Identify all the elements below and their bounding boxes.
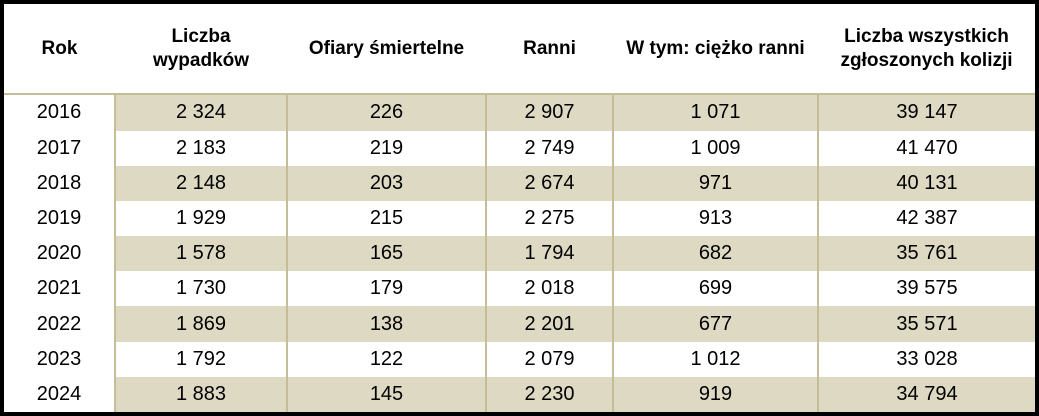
year-cell: 2021 xyxy=(4,271,115,307)
table-row: 2020 1 578 165 1 794 682 35 761 xyxy=(4,236,1035,272)
table-row: 2019 1 929 215 2 275 913 42 387 xyxy=(4,201,1035,237)
value-cell: 42 387 xyxy=(817,201,1035,237)
table-row: 2024 1 883 145 2 230 919 34 794 xyxy=(4,376,1035,412)
value-cell: 1 792 xyxy=(114,341,287,377)
table-row: 2021 1 730 179 2 018 699 39 575 xyxy=(4,271,1035,307)
value-cell: 34 794 xyxy=(817,376,1035,412)
column-header-rok: Rok xyxy=(4,4,115,95)
value-cell: 1 883 xyxy=(114,376,287,412)
value-cell: 1 794 xyxy=(485,236,613,272)
year-cell: 2022 xyxy=(4,306,115,342)
value-cell: 1 009 xyxy=(612,130,818,166)
value-cell: 913 xyxy=(612,201,818,237)
value-cell: 677 xyxy=(612,306,818,342)
value-cell: 2 324 xyxy=(114,94,287,131)
value-cell: 1 730 xyxy=(114,271,287,307)
value-cell: 219 xyxy=(286,130,486,166)
value-cell: 2 674 xyxy=(485,165,613,201)
value-cell: 138 xyxy=(286,306,486,342)
value-cell: 39 575 xyxy=(817,271,1035,307)
value-cell: 2 230 xyxy=(485,376,613,412)
value-cell: 203 xyxy=(286,165,486,201)
value-cell: 33 028 xyxy=(817,341,1035,377)
value-cell: 971 xyxy=(612,165,818,201)
column-header-liczba-wypadkow: Liczba wypadków xyxy=(115,4,287,95)
value-cell: 2 018 xyxy=(485,271,613,307)
year-cell: 2024 xyxy=(4,376,115,412)
table-header: Rok Liczba wypadków Ofiary śmiertelne Ra… xyxy=(4,4,1035,95)
value-cell: 39 147 xyxy=(817,94,1035,131)
year-cell: 2018 xyxy=(4,165,115,201)
header-row: Rok Liczba wypadków Ofiary śmiertelne Ra… xyxy=(4,4,1035,95)
column-header-ofiary-smiertelne: Ofiary śmiertelne xyxy=(287,4,486,95)
year-cell: 2017 xyxy=(4,130,115,166)
column-header-ranni: Ranni xyxy=(486,4,613,95)
value-cell: 226 xyxy=(286,94,486,131)
value-cell: 215 xyxy=(286,201,486,237)
value-cell: 2 148 xyxy=(114,165,287,201)
year-cell: 2023 xyxy=(4,341,115,377)
value-cell: 1 012 xyxy=(612,341,818,377)
table-row: 2022 1 869 138 2 201 677 35 571 xyxy=(4,306,1035,342)
data-table: Rok Liczba wypadków Ofiary śmiertelne Ra… xyxy=(4,4,1035,412)
column-header-ciezko-ranni: W tym: ciężko ranni xyxy=(613,4,818,95)
value-cell: 179 xyxy=(286,271,486,307)
value-cell: 919 xyxy=(612,376,818,412)
column-header-zgloszone-kolizje: Liczba wszystkich zgłoszonych kolizji xyxy=(818,4,1035,95)
value-cell: 2 183 xyxy=(114,130,287,166)
value-cell: 165 xyxy=(286,236,486,272)
value-cell: 682 xyxy=(612,236,818,272)
value-cell: 2 079 xyxy=(485,341,613,377)
value-cell: 1 869 xyxy=(114,306,287,342)
value-cell: 1 071 xyxy=(612,94,818,131)
value-cell: 1 578 xyxy=(114,236,287,272)
value-cell: 41 470 xyxy=(817,130,1035,166)
value-cell: 2 201 xyxy=(485,306,613,342)
year-cell: 2019 xyxy=(4,201,115,237)
table-row: 2018 2 148 203 2 674 971 40 131 xyxy=(4,165,1035,201)
value-cell: 35 761 xyxy=(817,236,1035,272)
value-cell: 2 907 xyxy=(485,94,613,131)
value-cell: 145 xyxy=(286,376,486,412)
value-cell: 35 571 xyxy=(817,306,1035,342)
value-cell: 40 131 xyxy=(817,165,1035,201)
table-row: 2023 1 792 122 2 079 1 012 33 028 xyxy=(4,341,1035,377)
year-cell: 2020 xyxy=(4,236,115,272)
value-cell: 2 749 xyxy=(485,130,613,166)
value-cell: 2 275 xyxy=(485,201,613,237)
table-body: 2016 2 324 226 2 907 1 071 39 147 2017 2 183 219… xyxy=(4,94,1035,412)
table-row: 2016 2 324 226 2 907 1 071 39 147 xyxy=(4,94,1035,131)
value-cell: 699 xyxy=(612,271,818,307)
year-cell: 2016 xyxy=(4,94,115,131)
value-cell: 122 xyxy=(286,341,486,377)
table-row: 2017 2 183 219 2 749 1 009 41 470 xyxy=(4,130,1035,166)
value-cell: 1 929 xyxy=(114,201,287,237)
